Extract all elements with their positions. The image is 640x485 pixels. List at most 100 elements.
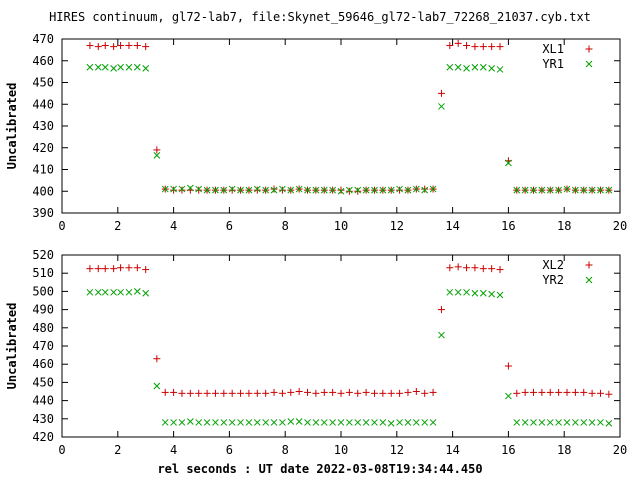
data-point xyxy=(203,186,211,194)
data-point xyxy=(110,65,117,72)
data-point xyxy=(379,419,387,426)
x-tick-label: 6 xyxy=(226,443,233,457)
x-tick-label: 4 xyxy=(170,443,177,457)
data-point xyxy=(563,419,571,426)
data-point xyxy=(287,186,295,194)
data-point xyxy=(195,185,203,193)
data-point xyxy=(521,419,529,426)
y-tick-label: 490 xyxy=(32,303,54,317)
data-point xyxy=(329,419,336,426)
data-point xyxy=(379,389,387,397)
data-point xyxy=(195,419,203,426)
data-point xyxy=(597,186,604,194)
y-tick-label: 470 xyxy=(32,339,54,353)
x-tick-label: 14 xyxy=(445,219,459,233)
data-point xyxy=(262,419,270,426)
data-point xyxy=(488,43,496,51)
y-tick-label: 440 xyxy=(32,394,54,408)
data-point xyxy=(530,388,538,396)
data-point xyxy=(421,185,429,193)
data-point xyxy=(387,186,395,194)
data-point xyxy=(555,186,562,194)
data-point xyxy=(86,265,94,273)
data-point xyxy=(304,186,311,194)
data-point xyxy=(101,63,109,71)
data-point xyxy=(605,419,613,427)
data-point xyxy=(86,42,94,50)
data-point xyxy=(605,186,613,194)
data-point xyxy=(588,389,596,397)
data-point xyxy=(546,388,554,396)
data-point xyxy=(312,389,320,397)
data-point xyxy=(463,42,471,50)
data-point xyxy=(488,65,496,72)
data-point xyxy=(245,389,253,397)
data-point xyxy=(421,419,429,426)
data-point xyxy=(429,419,437,426)
data-point xyxy=(101,42,109,50)
data-point xyxy=(346,186,353,194)
data-point xyxy=(379,186,387,194)
data-point xyxy=(471,43,479,51)
data-point xyxy=(538,419,546,426)
data-point xyxy=(454,263,462,271)
y-tick-label: 520 xyxy=(32,248,54,262)
x-tick-label: 8 xyxy=(282,219,289,233)
legend-label: XL1 xyxy=(542,42,564,56)
data-point xyxy=(454,63,462,71)
data-point xyxy=(220,419,228,426)
data-point xyxy=(580,388,588,396)
data-point xyxy=(337,187,345,195)
data-point xyxy=(86,63,94,71)
data-point xyxy=(555,419,562,426)
data-point xyxy=(513,186,521,194)
data-point xyxy=(161,185,169,193)
x-tick-label: 12 xyxy=(390,219,404,233)
y-tick-label: 460 xyxy=(32,357,54,371)
data-point xyxy=(345,388,353,396)
data-point xyxy=(142,289,150,297)
data-point xyxy=(287,418,295,425)
data-point xyxy=(546,186,554,194)
data-point xyxy=(228,185,236,193)
data-point xyxy=(212,186,219,194)
data-point xyxy=(253,186,261,194)
data-point xyxy=(270,388,278,396)
x-tick-label: 0 xyxy=(58,443,65,457)
data-point xyxy=(133,288,141,295)
data-point xyxy=(471,63,479,71)
data-point xyxy=(295,418,303,425)
data-point xyxy=(153,382,161,390)
data-point xyxy=(212,419,219,426)
data-point xyxy=(396,419,403,426)
data-point xyxy=(312,419,320,426)
data-point xyxy=(170,388,178,396)
data-point xyxy=(479,63,487,71)
data-point xyxy=(546,419,554,426)
data-point xyxy=(563,388,571,396)
data-point xyxy=(178,186,186,194)
legend-marker xyxy=(585,60,593,68)
data-point xyxy=(371,419,378,426)
x-tick-label: 18 xyxy=(557,443,571,457)
x-tick-label: 20 xyxy=(613,219,627,233)
data-point xyxy=(362,419,370,426)
data-point xyxy=(203,419,211,426)
data-point xyxy=(117,63,124,71)
x-tick-label: 4 xyxy=(170,219,177,233)
data-point xyxy=(220,389,228,397)
data-point xyxy=(588,186,596,194)
data-point xyxy=(262,389,270,397)
data-point xyxy=(195,389,203,397)
y-tick-label: 500 xyxy=(32,284,54,298)
data-point xyxy=(387,419,395,427)
data-point xyxy=(329,388,337,396)
data-point xyxy=(253,389,261,397)
data-point xyxy=(101,265,109,273)
series-YR2 xyxy=(86,288,613,427)
data-point xyxy=(337,389,345,397)
data-point xyxy=(463,264,471,272)
data-point xyxy=(178,419,186,426)
data-point xyxy=(170,186,178,194)
